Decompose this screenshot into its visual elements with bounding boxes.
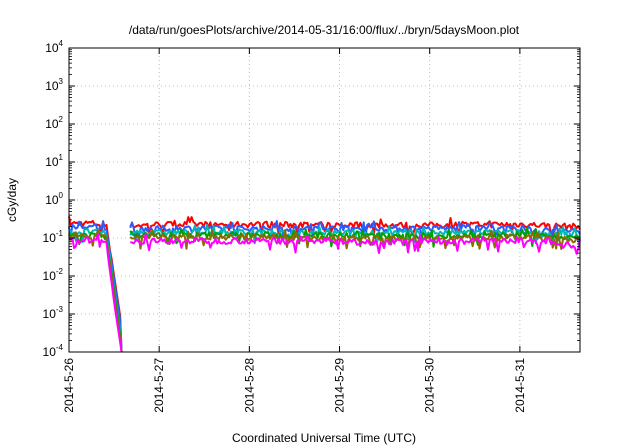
series-line: [129, 227, 581, 248]
y-axis-label: cGy/day: [5, 178, 19, 222]
series-line: [68, 232, 123, 353]
y-tick-label: 104: [45, 39, 63, 55]
series-line: [68, 220, 123, 353]
x-tick-label: 2014-5-28: [242, 358, 256, 413]
x-tick-label: 2014-5-26: [62, 358, 76, 413]
series-line: [129, 216, 581, 238]
series-line: [130, 233, 581, 255]
x-tick-label: 2014-5-30: [423, 358, 437, 413]
y-tick-label: 10-3: [43, 305, 64, 321]
x-tick-label: 2014-5-27: [152, 358, 166, 413]
grid: [68, 48, 580, 352]
x-ticks: 2014-5-26 2014-5-27 2014-5-28 2014-5-29 2014…: [62, 48, 527, 413]
y-tick-label: 10-4: [43, 343, 64, 359]
x-axis-label: Coordinated Universal Time (UTC): [232, 431, 416, 445]
series-line: [68, 229, 123, 353]
y-tick-label: 102: [45, 115, 63, 131]
y-tick-label: 100: [45, 191, 63, 207]
y-ticks: 104 103 102 101 100 10-1 10-2 10-3 10-4: [43, 39, 580, 359]
chart-title: /data/run/goesPlots/archive/2014-05-31/1…: [129, 23, 520, 37]
y-tick-label: 10-1: [43, 229, 64, 245]
y-tick-label: 10-2: [43, 267, 64, 283]
x-tick-label: 2014-5-29: [333, 358, 347, 413]
x-tick-label: 2014-5-31: [513, 358, 527, 413]
y-tick-label: 101: [45, 153, 63, 169]
y-tick-label: 103: [45, 77, 63, 93]
series-group: [68, 216, 581, 353]
